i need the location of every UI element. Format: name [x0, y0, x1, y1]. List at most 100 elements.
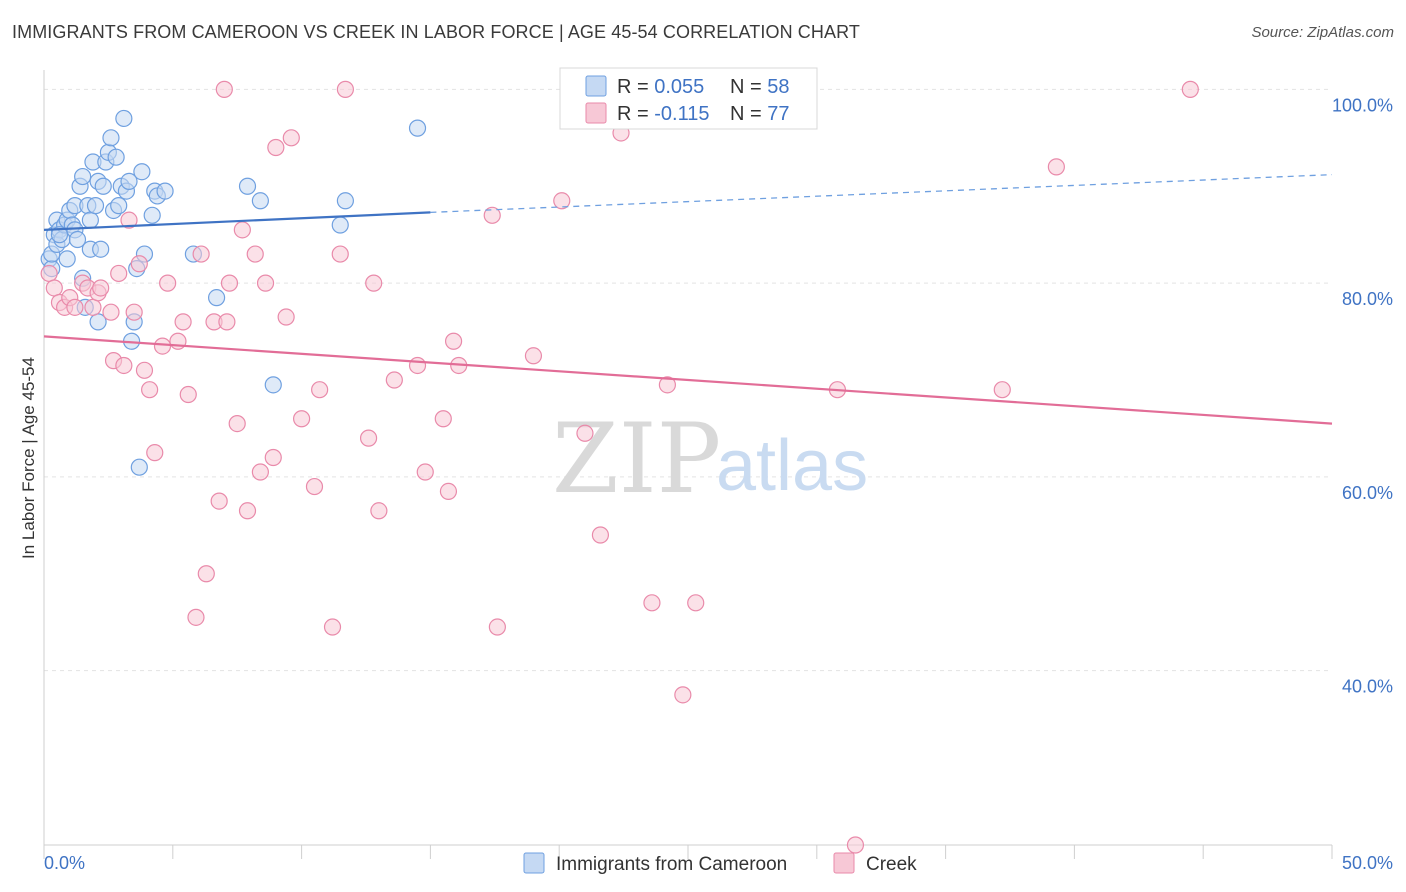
cameroon-point: [102, 129, 120, 147]
creek-point: [687, 594, 705, 612]
y-tick-label: 40.0%: [1342, 677, 1393, 697]
creek-point: [130, 255, 148, 273]
legend-n-label-0: N =: [730, 76, 767, 98]
cameroon-point: [120, 172, 138, 191]
creek-point: [439, 482, 458, 501]
creek-point: [488, 618, 506, 636]
creek-point: [220, 274, 239, 292]
cameroon-point: [408, 119, 427, 137]
cameroon-point: [110, 197, 128, 215]
legend-r-value-0: 0.055: [654, 76, 704, 98]
legend: R = 0.055 N = 58 R = -0.115 N = 77: [559, 67, 818, 130]
creek-point: [45, 279, 63, 297]
creek-point: [365, 274, 383, 292]
creek-point: [524, 347, 543, 365]
creek-point: [92, 279, 110, 297]
legend-n-value-0: 58: [767, 76, 789, 98]
chart-title: IMMIGRANTS FROM CAMEROON VS CREEK IN LAB…: [12, 22, 860, 42]
creek-point: [40, 264, 58, 283]
bottom-legend-label-creek: Creek: [866, 854, 917, 875]
creek-point: [135, 361, 154, 379]
creek-point: [1047, 158, 1065, 176]
creek-point: [256, 274, 275, 292]
svg-text:N = 77: N = 77: [730, 103, 790, 125]
bottom-legend-label-cameroon: Immigrants from Cameroon: [556, 854, 787, 875]
legend-swatch-creek: [585, 102, 607, 124]
legend-r-label-0: R =: [617, 76, 654, 98]
watermark: ZIP atlas: [552, 403, 868, 515]
creek-point: [305, 477, 324, 496]
creek-point: [267, 138, 285, 157]
creek-point: [187, 608, 205, 626]
creek-point: [434, 410, 452, 428]
y-axis-label: In Labor Force | Age 45-54: [19, 357, 38, 559]
creek-point: [110, 264, 128, 283]
creek-point: [146, 444, 164, 462]
cameroon-point: [130, 458, 148, 476]
creek-point: [483, 206, 501, 224]
creek-point: [210, 492, 228, 510]
creek-point: [174, 313, 192, 331]
creek-point: [218, 313, 236, 331]
x-tick-label: 50.0%: [1342, 853, 1393, 873]
svg-text:R = 0.055: R = 0.055: [617, 76, 704, 98]
creek-point: [238, 502, 257, 520]
creek-point: [228, 414, 246, 433]
cameroon-point: [156, 182, 174, 200]
creek-point: [66, 298, 84, 316]
creek-point: [370, 502, 388, 520]
legend-r-value-1: -0.115: [654, 103, 709, 125]
cameroon-point: [115, 109, 133, 128]
trend-lines: [43, 173, 1333, 425]
creek-point: [84, 298, 102, 316]
watermark-atlas: atlas: [716, 426, 868, 506]
creek-point: [251, 463, 269, 481]
creek-point: [444, 332, 463, 350]
creek-point: [331, 245, 349, 263]
creek-point: [674, 686, 692, 704]
creek-point: [179, 385, 197, 404]
legend-swatch-cameroon: [585, 75, 607, 97]
creek-point: [408, 356, 427, 375]
creek-point: [282, 129, 300, 147]
creek-point: [141, 381, 159, 399]
bottom-legend-swatch-creek: [833, 852, 855, 874]
cameroon-point: [107, 148, 125, 166]
cameroon-point: [133, 163, 151, 181]
creek-point: [246, 245, 264, 263]
creek-point: [102, 303, 120, 321]
creek-point: [277, 308, 295, 326]
creek-point: [120, 211, 138, 229]
svg-text:R = -0.115: R = -0.115: [617, 103, 709, 125]
creek-point: [359, 429, 378, 447]
creek-point: [323, 618, 342, 636]
creek-point: [125, 303, 143, 321]
series-creek-points: [40, 80, 1199, 854]
cameroon-trend-line: [43, 211, 431, 231]
cameroon-point: [74, 167, 92, 186]
svg-text:N = 58: N = 58: [730, 76, 790, 98]
creek-point: [993, 381, 1011, 399]
y-tick-label: 60.0%: [1342, 483, 1393, 503]
cameroon-trend-extension: [430, 173, 1333, 214]
cameroon-point: [331, 216, 349, 234]
cameroon-point: [238, 177, 257, 195]
cameroon-point: [143, 206, 161, 224]
legend-n-value-1: 77: [767, 103, 789, 125]
cameroon-point: [92, 240, 110, 258]
creek-point: [591, 526, 610, 544]
y-tick-label: 100.0%: [1332, 95, 1393, 115]
legend-r-label-1: R =: [617, 103, 654, 125]
watermark-zip: ZIP: [552, 403, 721, 515]
creek-point: [416, 463, 434, 481]
cameroon-point: [251, 192, 269, 210]
creek-point: [192, 245, 210, 263]
creek-point: [658, 376, 676, 394]
creek-point: [385, 371, 403, 389]
creek-point: [197, 565, 215, 583]
x-tick-labels: 0.0% 50.0%: [43, 845, 1393, 873]
cameroon-point: [68, 230, 87, 249]
cameroon-point: [207, 289, 226, 307]
creek-point: [643, 594, 661, 612]
